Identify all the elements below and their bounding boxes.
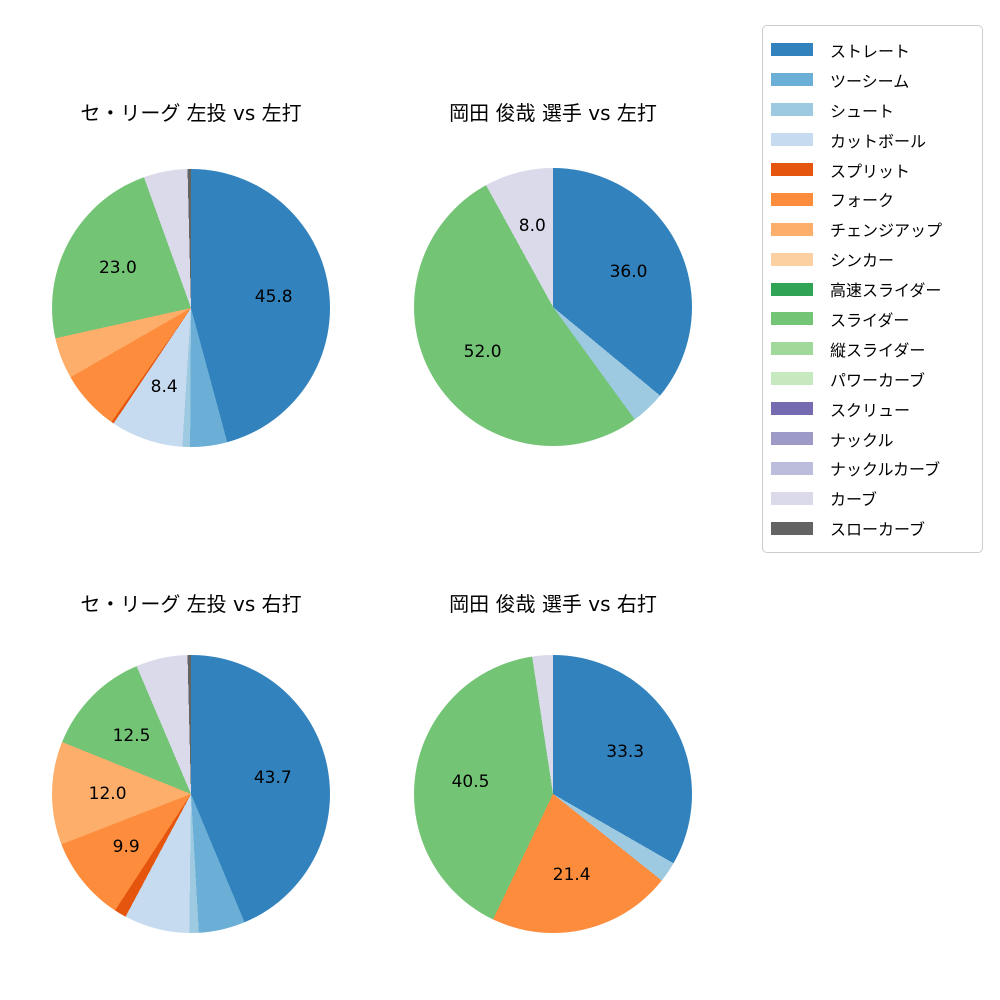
legend-color-swatch	[771, 491, 813, 505]
legend-item-label: スプリット	[830, 161, 911, 181]
slice-value-label: 23.0	[98, 257, 137, 278]
legend-item-label: ナックル	[830, 430, 894, 450]
pie-chart-league-vs-right-batter: 43.7 9.9 12.0 12.5	[52, 655, 330, 933]
legend-item: ナックル	[771, 424, 982, 454]
legend-item: スクリュー	[771, 394, 982, 424]
legend-color-swatch	[771, 282, 813, 296]
slice-value-label: 43.7	[253, 767, 292, 788]
chart-title-okada-vs-left-batter: 岡田 俊哉 選手 vs 左打	[449, 101, 657, 125]
slice-value-label: 45.8	[254, 287, 293, 307]
slice-value-label: 21.4	[552, 865, 591, 886]
legend-color-swatch	[771, 43, 813, 57]
legend-item: パワーカーブ	[771, 364, 982, 394]
legend-item-label: シュート	[830, 101, 895, 121]
legend-item-label: フォーク	[830, 191, 895, 211]
legend-item-label: スライダー	[830, 310, 910, 330]
legend-color-swatch	[771, 192, 813, 206]
legend-color-swatch	[771, 103, 813, 117]
legend-color-swatch	[771, 163, 813, 176]
legend-color-swatch	[771, 461, 813, 475]
legend-item: フォーク	[771, 184, 982, 214]
slice-value-label: 8.0	[518, 216, 546, 237]
legend-item-label: スクリュー	[830, 400, 911, 420]
legend-color-swatch	[771, 252, 813, 266]
legend-item: スライダー	[771, 304, 982, 334]
legend: ストレートツーシームシュートカットボール スプリットフォークチェンジアップ シンカー…	[762, 25, 983, 553]
slice-value-label: 40.5	[451, 771, 490, 792]
legend-item: ストレート	[771, 35, 982, 65]
legend-color-swatch	[771, 372, 813, 386]
legend-item-label: ナックルカーブ	[830, 460, 941, 480]
legend-item: スローカーブ	[771, 513, 982, 543]
pie-chart-okada-vs-left-batter: 36.0 52.0 8.0	[414, 168, 692, 446]
slice-value-label: 52.0	[463, 341, 502, 362]
pie-chart-league-vs-left-batter: 45.8 8.4 23.0	[52, 169, 330, 447]
legend-item: シンカー	[771, 244, 982, 274]
legend-color-swatch	[771, 432, 813, 446]
legend-color-swatch	[771, 222, 813, 236]
legend-item: ナックルカーブ	[771, 453, 982, 483]
slice-value-label: 12.0	[88, 783, 127, 804]
legend-item-label: パワーカーブ	[830, 370, 926, 390]
pie-chart-okada-vs-right-batter: 33.3 21.4 40.5	[414, 655, 692, 933]
legend-color-swatch	[771, 521, 813, 535]
slice-value-label: 33.3	[606, 742, 645, 763]
legend-color-swatch	[771, 402, 813, 416]
legend-item: ツーシーム	[771, 65, 982, 95]
legend-color-swatch	[771, 133, 813, 147]
legend-item: 高速スライダー	[771, 274, 982, 304]
legend-item: チェンジアップ	[771, 214, 982, 244]
legend-item-label: チェンジアップ	[830, 221, 943, 241]
legend-item: カーブ	[771, 483, 982, 513]
chart-title-okada-vs-right-batter: 岡田 俊哉 選手 vs 右打	[449, 592, 657, 616]
chart-title-league-vs-left-batter: セ・リーグ 左投 vs 左打	[80, 101, 302, 125]
legend-item: シュート	[771, 95, 982, 125]
legend-item-label: シンカー	[830, 251, 895, 271]
legend-item: 縦スライダー	[771, 334, 982, 364]
slice-value-label: 36.0	[609, 261, 648, 282]
legend-item: カットボール	[771, 125, 982, 155]
legend-item-label: 高速スライダー	[830, 281, 942, 301]
legend-color-swatch	[771, 342, 813, 356]
legend-item-label: ツーシーム	[830, 71, 910, 91]
slice-value-label: 12.5	[112, 725, 151, 746]
legend-item-label: カットボール	[830, 131, 927, 151]
chart-title-league-vs-right-batter: セ・リーグ 左投 vs 右打	[80, 592, 302, 616]
legend-item-label: 縦スライダー	[830, 340, 926, 360]
legend-item: スプリット	[771, 155, 982, 185]
legend-color-swatch	[771, 73, 813, 87]
legend-item-label: ストレート	[830, 41, 911, 61]
legend-color-swatch	[771, 312, 813, 326]
slice-value-label: 9.9	[112, 836, 140, 857]
legend-item-label: スローカーブ	[830, 520, 926, 540]
slice-value-label: 8.4	[150, 377, 178, 397]
legend-item-label: カーブ	[830, 490, 878, 510]
